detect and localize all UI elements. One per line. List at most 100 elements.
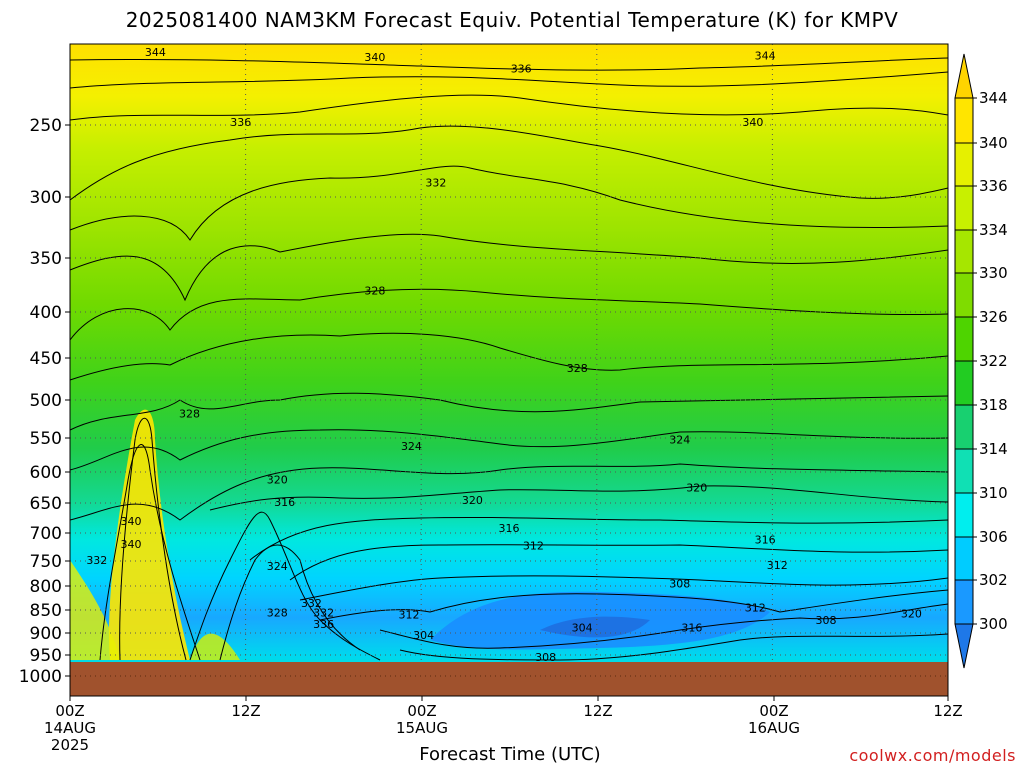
contour-label: 316 [499, 522, 520, 535]
colorbar-segment-2 [955, 186, 973, 230]
contour-label: 332 [313, 606, 334, 619]
x-tick-date: 16AUG [748, 719, 800, 737]
contour-label: 332 [301, 597, 322, 610]
y-tick-label: 350 [30, 249, 62, 269]
contour-label: 304 [413, 629, 434, 642]
contour-label: 344 [755, 49, 776, 62]
x-tick-label: 00Z [759, 702, 788, 720]
contour-label: 316 [681, 621, 702, 634]
colorbar-label: 344 [979, 89, 1008, 107]
colorbar-label: 334 [979, 221, 1008, 239]
x-tick-date: 14AUG [44, 719, 96, 737]
contour-label: 328 [179, 408, 200, 421]
colorbar-segment-10 [955, 537, 973, 580]
contour-line-5 [69, 233, 949, 302]
colorbar-label: 318 [979, 396, 1008, 414]
y-tick-label: 650 [30, 494, 62, 514]
x-tick-label: 00Z [407, 702, 436, 720]
contour-line-18 [119, 417, 187, 661]
contour-label: 312 [767, 559, 788, 572]
y-tick-label: 1000 [19, 667, 62, 687]
y-tick-label: 750 [30, 552, 62, 572]
contour-line-10 [69, 463, 949, 521]
contour-line-0 [69, 57, 949, 71]
y-tick-label: 900 [30, 624, 62, 644]
contour-label: 308 [816, 614, 837, 627]
colorbar-segment-3 [955, 230, 973, 273]
colorbar-segment-5 [955, 317, 973, 361]
contour-line-6 [69, 288, 949, 341]
contour-label: 312 [399, 609, 420, 622]
colorbar-segment-4 [955, 273, 973, 317]
colorbar-label: 322 [979, 352, 1008, 370]
y-tick-label: 700 [30, 524, 62, 544]
x-axis-title: Forecast Time (UTC) [419, 744, 601, 765]
contour-label: 324 [401, 440, 422, 453]
x-tick-label: 12Z [583, 702, 612, 720]
y-tick-label: 450 [30, 349, 62, 369]
colorbar-segment-9 [955, 493, 973, 537]
contour-label: 324 [267, 560, 288, 573]
contour-label: 340 [120, 515, 141, 528]
colorbar-label: 306 [979, 528, 1008, 546]
contour-label: 312 [745, 602, 766, 615]
y-tick-label: 500 [30, 391, 62, 411]
colorbar-segment-6 [955, 361, 973, 405]
y-tick-label: 550 [30, 429, 62, 449]
contour-line-2 [69, 94, 949, 121]
colorbar-segment-1 [955, 143, 973, 186]
contour-label: 312 [523, 539, 544, 552]
contour-label: 336 [313, 618, 334, 631]
contour-line-11 [209, 485, 949, 511]
contour-label: 340 [120, 538, 141, 551]
colorbar-label: 314 [979, 440, 1008, 458]
contour-line-17 [399, 633, 949, 661]
contour-line-21 [219, 544, 361, 661]
contour-line-1 [69, 71, 949, 89]
contour-line-3 [69, 125, 949, 201]
y-tick-label: 300 [30, 188, 62, 208]
field-background [70, 44, 948, 696]
x-tick-label: 12Z [933, 702, 962, 720]
contour-line-9 [69, 429, 949, 471]
contour-label: 328 [267, 606, 288, 619]
contour-label: 324 [669, 433, 690, 446]
credit-link[interactable]: coolwx.com/models [849, 746, 1016, 765]
contour-label: 336 [230, 116, 251, 129]
colorbar-segment-7 [955, 405, 973, 449]
contour-line-14 [299, 575, 949, 601]
contour-label: 328 [567, 362, 588, 375]
low-thetae-core [540, 616, 650, 638]
contour-label: 340 [742, 116, 763, 129]
contour-label: 332 [86, 554, 107, 567]
colorbar-bottom-arrow [954, 623, 974, 669]
contour-label: 344 [145, 46, 166, 59]
chart-title: 2025081400 NAM3KM Forecast Equiv. Potent… [125, 8, 899, 32]
x-tick-label: 12Z [231, 702, 260, 720]
contour-line-13 [289, 544, 949, 581]
y-tick-label: 600 [30, 463, 62, 483]
contour-line-7 [69, 332, 949, 381]
contour-label: 320 [686, 482, 707, 495]
colorbar-label: 330 [979, 264, 1008, 282]
contour-label: 328 [364, 284, 385, 297]
colorbar-segment-8 [955, 449, 973, 493]
contour-label: 308 [669, 578, 690, 591]
contour-label: 332 [425, 177, 446, 190]
colorbar-label: 302 [979, 571, 1008, 589]
colorbar-label: 326 [979, 308, 1008, 326]
colorbar-label: 336 [979, 177, 1008, 195]
x-tick-date: 15AUG [396, 719, 448, 737]
colorbar-label: 310 [979, 484, 1008, 502]
contour-label: 316 [755, 534, 776, 547]
contour-line-4 [69, 165, 949, 241]
high-thetae-lower-2 [190, 633, 240, 660]
contour-line-15 [319, 589, 949, 621]
contour-label: 316 [274, 496, 295, 509]
contour-line-16 [379, 603, 949, 649]
colorbar-label: 340 [979, 134, 1008, 152]
y-tick-label: 950 [30, 646, 62, 666]
colorbar-segment-0 [955, 98, 973, 143]
plot-frame [69, 43, 949, 697]
